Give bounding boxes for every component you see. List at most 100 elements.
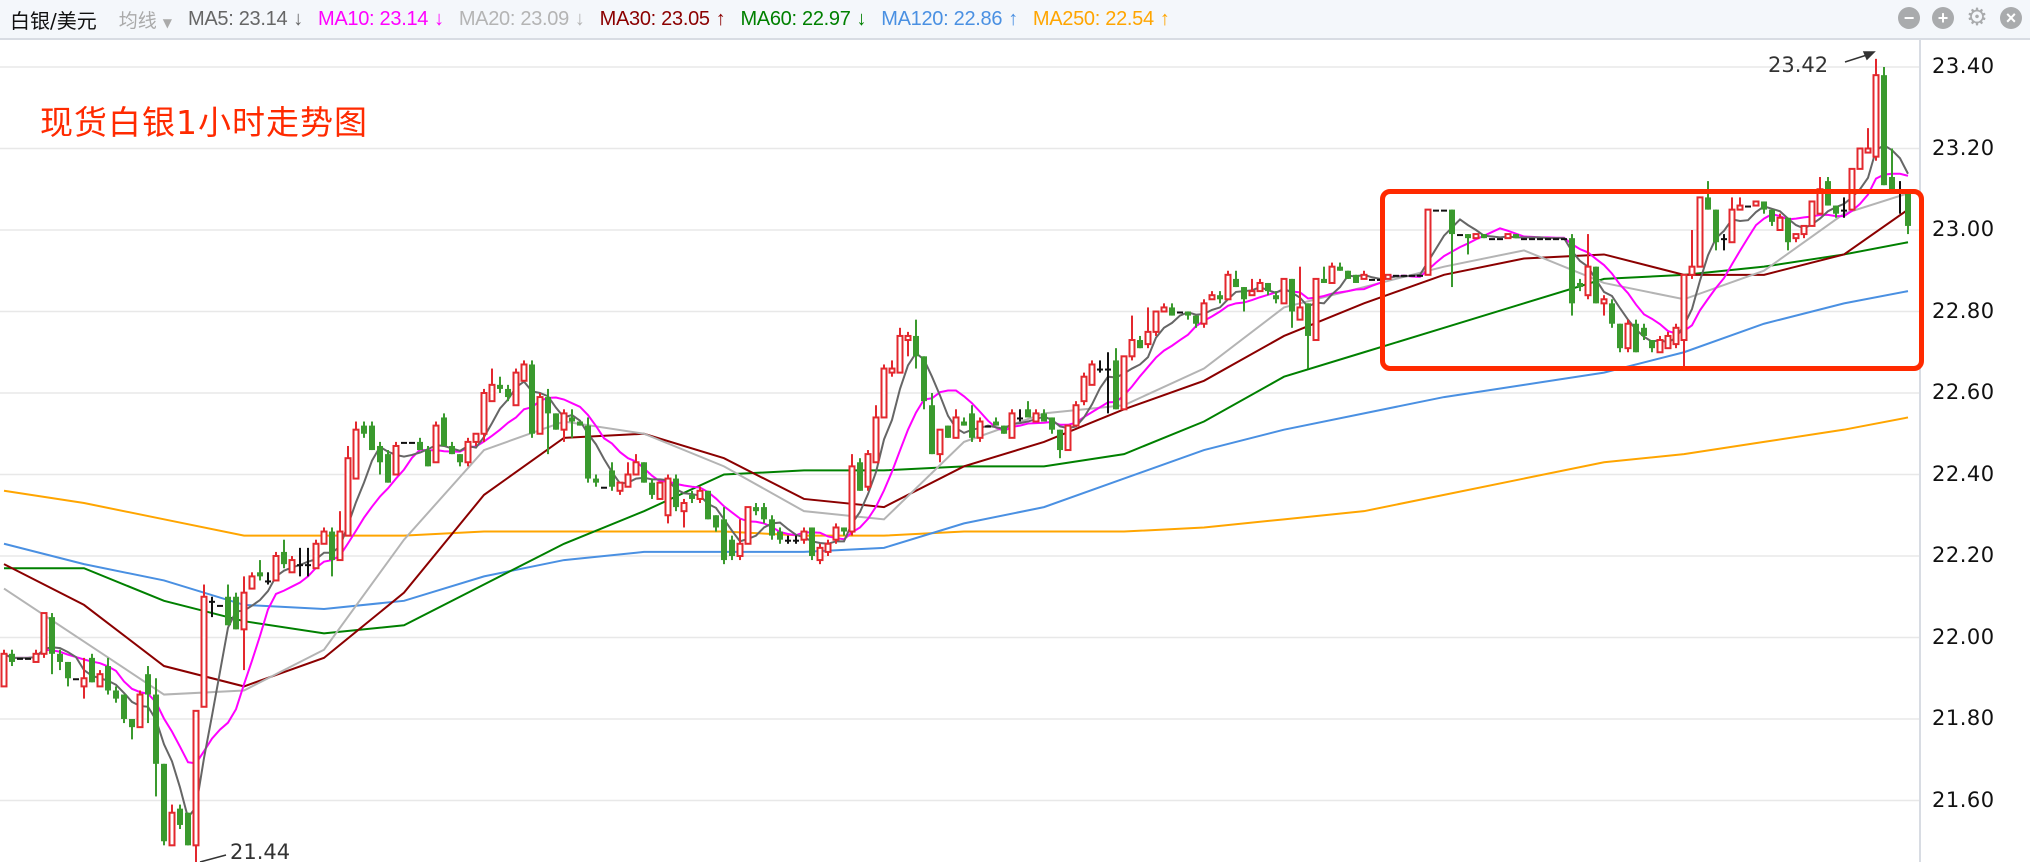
candle-body-flat	[209, 600, 215, 603]
candle-body-up	[1080, 375, 1088, 403]
candle-body-down	[225, 596, 231, 626]
y-tick-label: 22.00	[1932, 624, 1995, 649]
candle-body-down	[105, 666, 111, 691]
ma-selector-dropdown[interactable]: 均线 ▼	[119, 6, 172, 33]
candle-body-down	[1609, 303, 1615, 324]
candle-body-up	[512, 371, 520, 407]
candle-body-up	[432, 424, 440, 464]
candle-body-flat	[1561, 238, 1567, 241]
candle-body-down	[129, 719, 135, 728]
candle-body-flat	[1409, 274, 1415, 277]
candle-body-down	[65, 661, 71, 679]
ma10-line	[3, 172, 1909, 765]
y-tick-label: 22.20	[1932, 543, 1995, 567]
candle-body-up	[1872, 74, 1880, 158]
candle-body-down	[457, 454, 463, 463]
candle-body-down	[257, 572, 263, 577]
candle-body-flat	[401, 441, 407, 444]
candle-body-down	[609, 470, 615, 487]
candle-body-down	[857, 462, 863, 491]
y-tick-label: 21.60	[1932, 787, 1995, 812]
close-icon[interactable]: ×	[2000, 7, 2022, 29]
candle-body-up	[632, 461, 640, 476]
highlight-box	[1380, 189, 1924, 371]
candle-body-up	[936, 428, 944, 456]
candle-body-down	[281, 551, 287, 565]
candlestick-chart	[0, 58, 1919, 862]
candle-body-down	[329, 531, 335, 561]
candle-body-flat	[1745, 205, 1751, 208]
candle-body-up	[616, 481, 624, 492]
candle-body-up	[96, 673, 104, 688]
candle-body-up	[1680, 273, 1688, 342]
candle-body-down	[185, 812, 191, 846]
candle-body-up	[520, 363, 528, 382]
y-tick-label: 23.00	[1932, 217, 1995, 241]
arrow-up-icon: ↑	[1008, 7, 1018, 30]
candle-body-down	[497, 384, 503, 389]
chart-header: 白银/美元 均线 ▼ MA5: 23.14 ↓ MA10: 23.14 ↓ MA20: 2…	[0, 0, 2030, 40]
candle-body-down	[1185, 311, 1191, 316]
candle-body-flat	[297, 564, 303, 567]
candle-body-flat	[1489, 238, 1495, 241]
ma-legend-item: MA30: 23.05 ↑	[600, 8, 726, 30]
candle-body-up	[488, 383, 496, 403]
candle-body-down	[1345, 270, 1351, 279]
candle-body-down	[721, 519, 727, 561]
candle-body-flat	[1553, 238, 1559, 241]
candle-body-down	[809, 527, 815, 556]
candle-body-down	[553, 413, 559, 430]
arrow-down-icon: ↓	[434, 7, 444, 30]
gear-icon[interactable]: ⚙	[1966, 4, 1988, 31]
candle-body-up	[136, 693, 144, 729]
candle-body-flat	[601, 486, 607, 489]
candle-body-up	[1224, 273, 1232, 301]
candle-body-down	[1305, 303, 1311, 336]
zoom-out-icon[interactable]: −	[1898, 7, 1920, 29]
candle-body-flat	[1497, 238, 1503, 241]
candle-body-down	[713, 515, 719, 528]
candle-body-down	[1833, 205, 1839, 214]
candle-body-down	[1265, 282, 1271, 292]
candle-body-flat	[1841, 209, 1847, 212]
candle-body-down	[505, 388, 511, 398]
candle-body-down	[1889, 177, 1895, 194]
candle-body-up	[952, 416, 960, 439]
ma-legend-item: MA120: 22.86 ↑	[881, 8, 1018, 30]
candle-body-up	[1256, 281, 1264, 293]
zoom-in-icon[interactable]: +	[1932, 7, 1954, 29]
ma-value: MA10: 23.14	[318, 7, 429, 30]
candle-body-up	[1144, 330, 1152, 346]
candle-body-up	[800, 530, 808, 541]
candle-body-down	[649, 482, 655, 495]
candle-body-flat	[1417, 274, 1423, 277]
candle-body-down	[673, 478, 679, 508]
candle-body-down	[1569, 238, 1575, 304]
candle-body-down	[1769, 209, 1775, 222]
candle-body-down	[753, 507, 759, 512]
candle-body-up	[1504, 233, 1512, 240]
candle-body-up	[560, 412, 568, 431]
candle-body-up	[680, 502, 688, 513]
candle-body-up	[200, 595, 208, 708]
candle-body-down	[1513, 234, 1519, 239]
candle-body-down	[1353, 274, 1359, 283]
candle-body-down	[913, 335, 919, 357]
candle-body-up	[1584, 265, 1592, 297]
candle-body-up	[80, 677, 88, 688]
candle-body-up	[1360, 273, 1368, 280]
candle-body-down	[1641, 327, 1647, 336]
candle-body-down	[9, 653, 15, 662]
candle-body-up	[1600, 298, 1608, 305]
ma-legend-item: MA20: 23.09 ↓	[459, 8, 585, 30]
candle-body-down	[369, 425, 375, 451]
candle-body-up	[320, 530, 328, 545]
candle-body-flat	[1457, 234, 1463, 237]
y-tick-label: 23.40	[1932, 54, 1995, 78]
candle-body-flat	[985, 425, 991, 428]
candle-body-down	[921, 356, 927, 402]
candle-body-down	[177, 808, 183, 825]
candle-body-up	[40, 612, 48, 655]
candle-body-down	[417, 441, 423, 451]
low-annotation: 21.44	[230, 840, 291, 864]
